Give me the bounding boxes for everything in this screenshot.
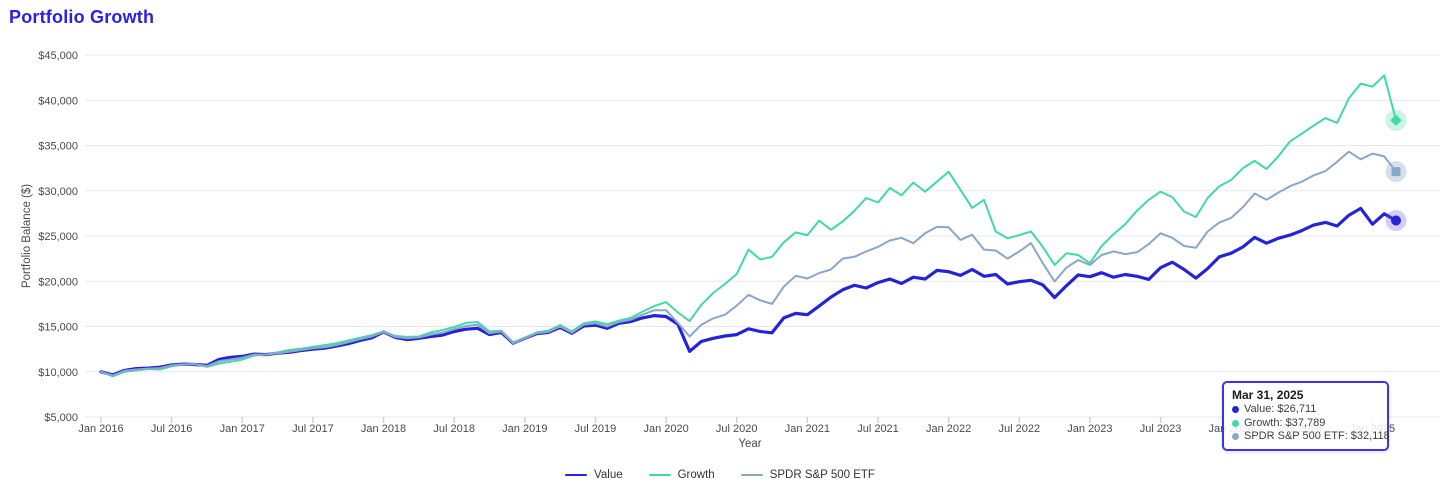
x-tick-label: Jan 2016 (78, 423, 123, 435)
chart-tooltip: Mar 31, 2025 Value: $26,711 Growth: $37,7… (1222, 381, 1390, 451)
y-tick-label: $35,000 (38, 141, 78, 153)
tooltip-series-dot (1232, 433, 1239, 441)
x-tick-label: Jul 2020 (716, 423, 758, 435)
x-tick-label: Jul 2016 (151, 423, 193, 435)
x-tick-label: Jan 2020 (643, 423, 688, 435)
tooltip-series-value: SPDR S&P 500 ETF: $32,118 (1244, 430, 1390, 442)
legend-label-growth: Growth (677, 469, 715, 481)
x-axis-tick-marks (100, 417, 1374, 423)
x-tick-label: Jan 2018 (361, 423, 406, 435)
y-axis-labels: $5,000 $10,000 $15,000 $20,000 $25,000 $30,00… (38, 50, 78, 424)
tooltip-row: SPDR S&P 500 ETF: $32,118 (1232, 430, 1390, 444)
legend-item-growth[interactable]: Growth (648, 469, 715, 481)
tooltip-items: Value: $26,711 Growth: $37,789 SPDR S&P 50… (1232, 403, 1390, 444)
end-marker-spdr-s-p-500-etf[interactable] (1391, 167, 1401, 177)
legend-swatch-value (565, 473, 588, 477)
gridlines (85, 54, 1440, 418)
x-tick-label: Jul 2021 (857, 423, 899, 435)
y-tick-label: $25,000 (38, 231, 78, 243)
tooltip-series-dot (1232, 406, 1239, 414)
x-tick-label: Jan 2019 (502, 423, 547, 435)
legend-swatch-growth (648, 473, 671, 477)
y-tick-label: $45,000 (38, 50, 78, 62)
tooltip-series-value: Value: $26,711 (1244, 403, 1317, 415)
series-line-growth[interactable] (100, 74, 1397, 378)
x-tick-label: Jul 2022 (998, 423, 1040, 435)
y-tick-label: $40,000 (38, 95, 78, 107)
x-tick-label: Jan 2023 (1067, 423, 1112, 435)
legend-item-value[interactable]: Value (565, 469, 623, 481)
x-tick-label: Jan 2022 (926, 423, 971, 435)
y-tick-label: $30,000 (38, 186, 78, 198)
series-line-spdr-s-p-500-etf[interactable] (100, 150, 1397, 377)
series-lines (99, 74, 1398, 378)
legend-label-value: Value (594, 469, 623, 481)
tooltip-row: Growth: $37,789 (1232, 417, 1379, 431)
x-axis-labels: Jan 2016 Jul 2016 Jan 2017 Jul 2017 Jan 2018… (78, 423, 1395, 435)
tooltip-row: Value: $26,711 (1232, 403, 1379, 417)
tooltip-date: Mar 31, 2025 (1232, 388, 1304, 402)
x-tick-label: Jul 2023 (1140, 423, 1182, 435)
chart-legend: Value Growth SPDR S&P 500 ETF (0, 465, 1440, 485)
y-tick-label: $15,000 (38, 322, 78, 334)
end-marker-growth[interactable] (1390, 115, 1402, 126)
x-tick-label: Jul 2017 (292, 423, 334, 435)
legend-item-spdr-s-p-500-etf[interactable]: SPDR S&P 500 ETF (740, 469, 875, 481)
y-tick-label: $10,000 (38, 367, 78, 379)
x-tick-label: Jan 2017 (220, 423, 265, 435)
x-tick-label: Jan 2021 (785, 423, 830, 435)
legend-label-spdr-s-p-500-etf: SPDR S&P 500 ETF (769, 469, 875, 481)
tooltip-series-value: Growth: $37,789 (1244, 416, 1326, 429)
x-tick-label: Jul 2018 (433, 423, 475, 435)
x-axis-title: Year (738, 438, 761, 450)
y-tick-label: $5,000 (44, 412, 78, 424)
y-axis-title: Portfolio Balance ($) (21, 184, 33, 288)
legend-swatch-spdr-s-p-500-etf (740, 473, 763, 477)
end-marker-value[interactable] (1391, 215, 1401, 226)
y-tick-label: $20,000 (38, 276, 78, 288)
page-title: Portfolio Growth (9, 7, 155, 27)
x-tick-label: Jul 2019 (575, 423, 617, 435)
series-end-markers (1385, 109, 1407, 232)
tooltip-series-dot (1232, 419, 1239, 427)
